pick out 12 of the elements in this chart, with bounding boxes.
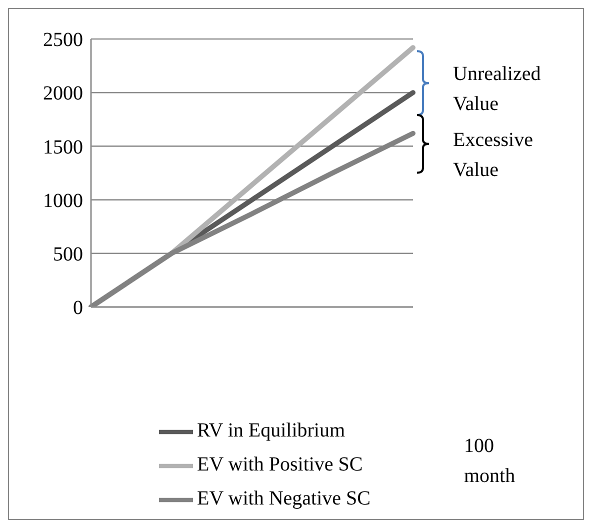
text: 100 month xyxy=(464,434,516,489)
legend-label: EV with Positive SC xyxy=(197,454,363,476)
legend-label: EV with Negative SC xyxy=(197,488,371,510)
y-tick-label: 2000 xyxy=(43,82,83,105)
text: Excessive Value xyxy=(453,128,534,183)
legend-label: RV in Equilibrium xyxy=(197,420,346,442)
y-tick-label: 500 xyxy=(53,244,83,266)
y-tick-label: 1500 xyxy=(43,136,83,158)
y-tick-label: 2500 xyxy=(43,29,83,52)
y-tick-label: 1000 xyxy=(43,190,83,212)
text: Unrealized Value xyxy=(453,62,542,118)
y-tick-label: 0 xyxy=(73,297,83,320)
